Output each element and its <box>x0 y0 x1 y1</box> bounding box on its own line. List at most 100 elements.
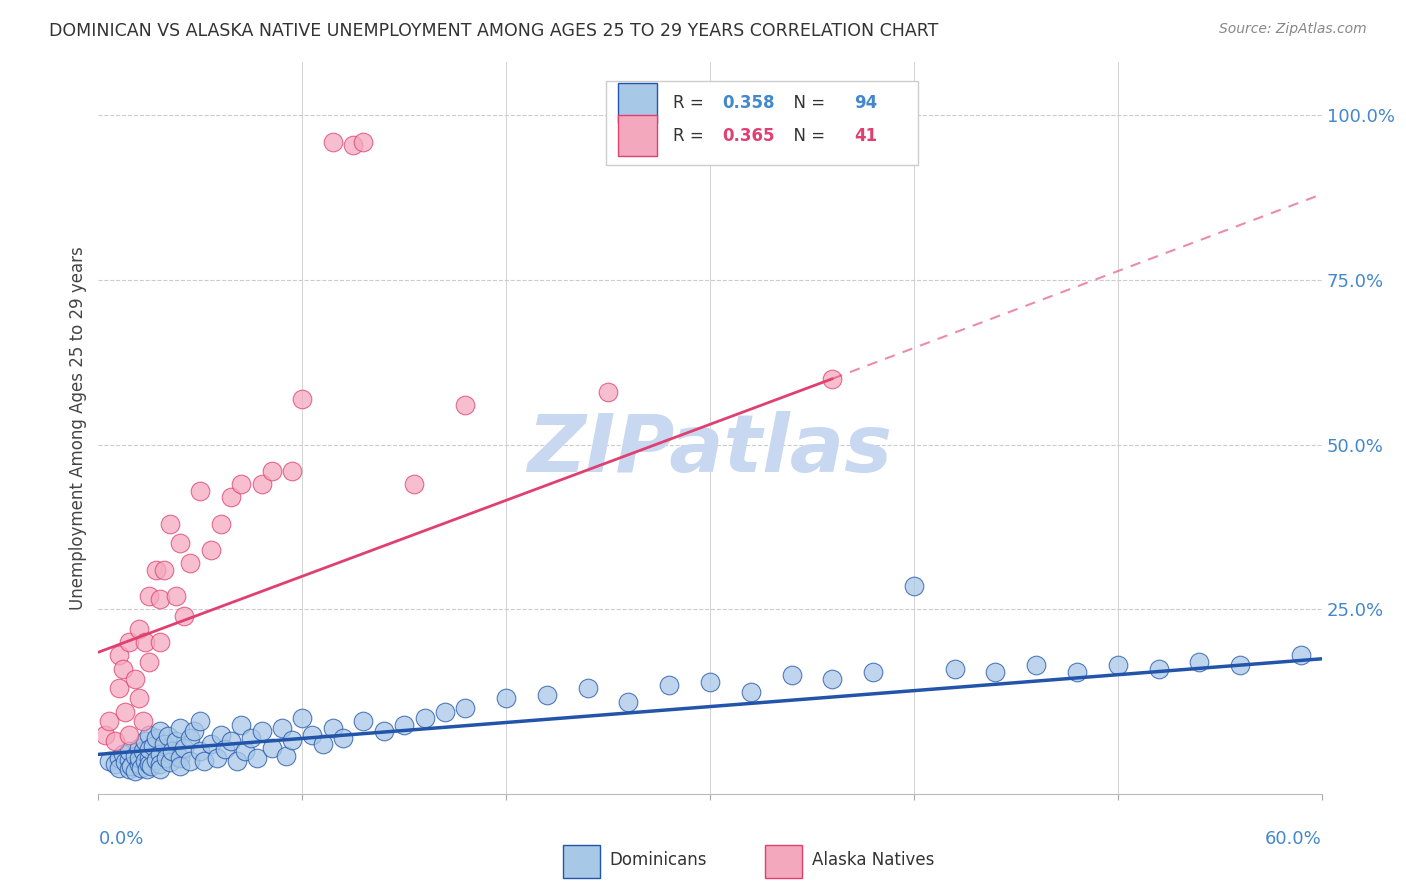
Point <box>169 759 191 773</box>
Point <box>373 724 395 739</box>
Point <box>145 753 167 767</box>
Point <box>219 734 242 748</box>
Point <box>165 734 187 748</box>
Point <box>111 662 134 676</box>
Text: Alaska Natives: Alaska Natives <box>811 851 934 869</box>
Point <box>200 738 222 752</box>
Text: R =: R = <box>673 94 710 112</box>
Point <box>231 477 253 491</box>
Point <box>404 477 426 491</box>
Point <box>128 750 150 764</box>
Point <box>149 635 172 649</box>
Point <box>114 756 136 770</box>
Point <box>159 756 181 770</box>
FancyBboxPatch shape <box>619 115 658 156</box>
Text: DOMINICAN VS ALASKA NATIVE UNEMPLOYMENT AMONG AGES 25 TO 29 YEARS CORRELATION CH: DOMINICAN VS ALASKA NATIVE UNEMPLOYMENT … <box>49 22 939 40</box>
Point <box>118 744 141 758</box>
Point <box>322 135 344 149</box>
Point <box>200 543 222 558</box>
Point <box>132 714 155 729</box>
Point <box>179 731 201 745</box>
Point <box>138 742 160 756</box>
Point <box>149 757 172 772</box>
Point <box>124 764 146 778</box>
Point <box>169 721 191 735</box>
Point <box>142 739 165 754</box>
Point <box>352 714 374 729</box>
Point <box>260 464 283 478</box>
Point <box>332 731 354 745</box>
Point <box>454 398 477 412</box>
Point <box>434 705 457 719</box>
Y-axis label: Unemployment Among Ages 25 to 29 years: Unemployment Among Ages 25 to 29 years <box>69 246 87 610</box>
Point <box>152 738 174 752</box>
Point <box>165 589 187 603</box>
Point <box>108 648 131 663</box>
Point <box>136 762 159 776</box>
Point <box>188 714 212 729</box>
Point <box>454 701 477 715</box>
Point <box>270 721 294 735</box>
Point <box>124 672 146 686</box>
Point <box>231 717 253 731</box>
Text: 94: 94 <box>855 94 877 112</box>
Point <box>149 724 172 739</box>
Point <box>699 674 721 689</box>
Point <box>179 754 201 768</box>
Text: R =: R = <box>673 127 710 145</box>
Point <box>169 536 191 550</box>
Point <box>322 721 344 735</box>
Point <box>205 750 228 764</box>
Point <box>138 728 160 742</box>
Point <box>821 672 844 686</box>
FancyBboxPatch shape <box>606 81 918 165</box>
Point <box>250 724 273 739</box>
Point <box>118 635 141 649</box>
Point <box>740 684 762 698</box>
Point <box>214 742 236 756</box>
Point <box>301 728 323 742</box>
Point <box>1107 658 1129 673</box>
Point <box>152 563 174 577</box>
Point <box>128 622 150 636</box>
Point <box>312 738 335 752</box>
Point <box>240 731 263 745</box>
Point <box>129 760 152 774</box>
Point <box>138 757 160 772</box>
Point <box>138 655 160 669</box>
Point <box>780 668 803 682</box>
Point <box>1025 658 1047 673</box>
FancyBboxPatch shape <box>765 845 801 878</box>
Point <box>128 757 150 772</box>
Point <box>209 728 232 742</box>
Point <box>291 392 314 406</box>
Point <box>281 464 304 478</box>
Point <box>173 740 195 755</box>
Text: 0.0%: 0.0% <box>98 830 143 848</box>
Point <box>149 747 172 762</box>
Point <box>97 754 120 768</box>
Point <box>128 740 150 755</box>
Point <box>1229 658 1251 673</box>
Point <box>120 759 142 773</box>
Text: Source: ZipAtlas.com: Source: ZipAtlas.com <box>1219 22 1367 37</box>
Point <box>1291 648 1313 663</box>
Point <box>193 754 215 768</box>
Point <box>134 754 156 768</box>
Point <box>97 714 120 729</box>
Text: 60.0%: 60.0% <box>1265 830 1322 848</box>
Text: N =: N = <box>783 127 831 145</box>
FancyBboxPatch shape <box>619 83 658 123</box>
Point <box>134 635 156 649</box>
Point <box>943 662 966 676</box>
Point <box>108 760 131 774</box>
Text: 0.365: 0.365 <box>723 127 775 145</box>
Point <box>118 753 141 767</box>
Text: Dominicans: Dominicans <box>610 851 707 869</box>
Point <box>159 516 181 531</box>
Point <box>138 750 160 764</box>
Point <box>392 717 416 731</box>
Point <box>160 744 183 758</box>
Point <box>536 688 558 702</box>
Point <box>188 483 212 498</box>
